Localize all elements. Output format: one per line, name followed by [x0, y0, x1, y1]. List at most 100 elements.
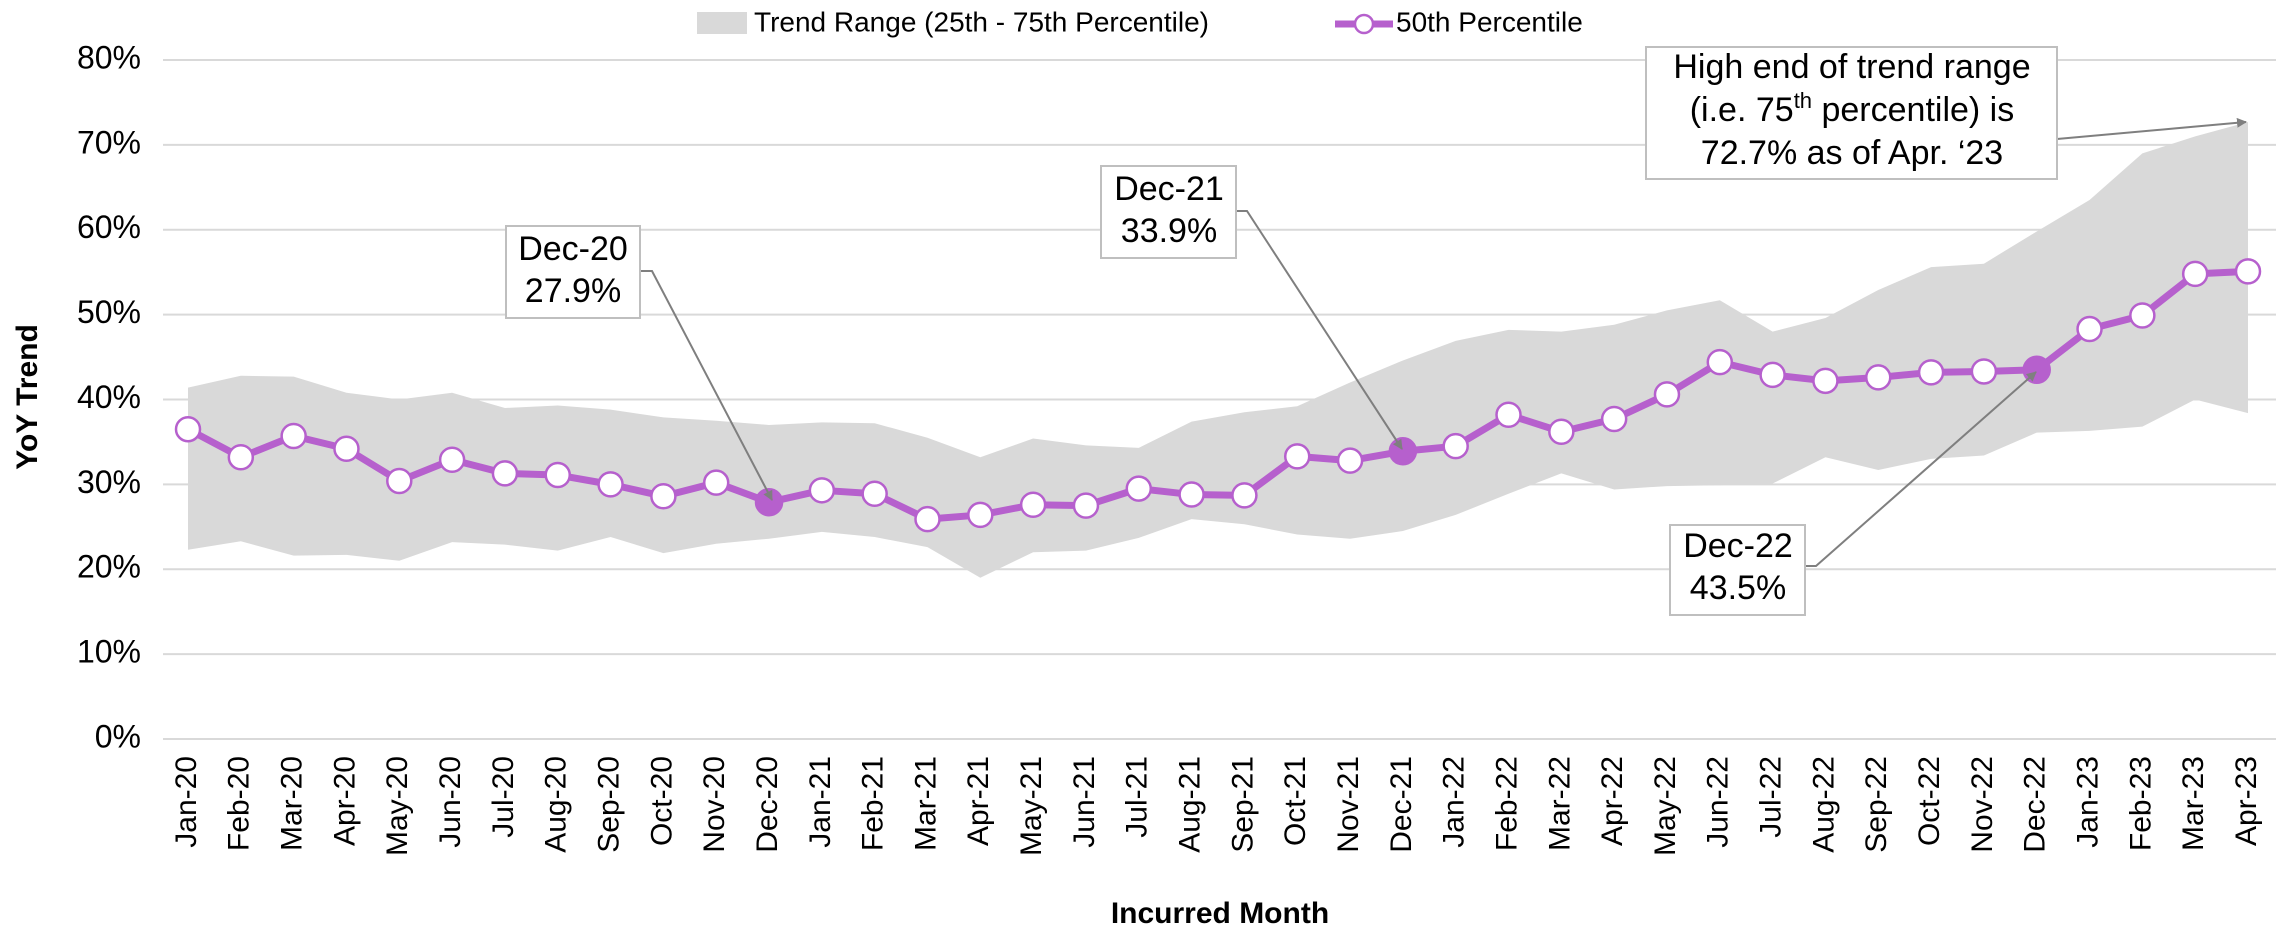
median-point — [1072, 492, 1100, 519]
median-point — [861, 480, 888, 507]
median-point — [1600, 405, 1628, 433]
x-tick-label: Jul-21 — [1121, 756, 1154, 838]
median-point — [2129, 302, 2156, 329]
x-tick-label: Nov-20 — [698, 756, 731, 853]
median-point — [1706, 348, 1734, 376]
x-tick-label: May-21 — [1015, 756, 1048, 856]
x-tick-label: Dec-20 — [751, 756, 784, 853]
median-point — [2234, 258, 2262, 285]
annotation-arrow — [1236, 210, 1403, 450]
median-point — [2076, 315, 2103, 343]
x-tick-label: Dec-21 — [1385, 756, 1418, 853]
annotation-text: 43.5% — [1690, 569, 1786, 607]
x-tick-label: Aug-22 — [1807, 756, 1840, 853]
trend-range-area — [188, 121, 2248, 578]
median-point — [1019, 491, 1047, 518]
legend-marker — [1353, 13, 1375, 35]
median-point — [1336, 447, 1364, 474]
annotation-text-part: (i.e. 75 — [1690, 91, 1794, 129]
x-tick-label: Aug-21 — [1174, 756, 1207, 853]
x-tick-label: Jan-21 — [804, 756, 837, 848]
median-point — [754, 487, 784, 517]
x-tick-label: Dec-22 — [2019, 756, 2052, 853]
median-point — [1548, 418, 1575, 446]
x-tick-label: May-22 — [1649, 756, 1682, 856]
y-tick-label: 10% — [77, 634, 141, 670]
annotation-box — [1100, 165, 1237, 259]
median-point — [544, 461, 571, 489]
x-tick-label: Jan-22 — [1438, 756, 1471, 848]
median-point — [1125, 475, 1153, 502]
x-tick-label: Sep-21 — [1226, 756, 1259, 853]
x-tick-label: Mar-20 — [276, 756, 309, 851]
median-point — [967, 501, 994, 529]
annotation-text: 72.7% as of Apr. ‘23 — [1701, 134, 2003, 172]
median-point — [2181, 260, 2209, 288]
median-point — [1759, 361, 1786, 389]
median-point — [1283, 443, 1311, 470]
median-point — [808, 477, 836, 504]
median-point — [702, 469, 730, 496]
annotation-text: Dec-20 — [518, 230, 628, 268]
median-point — [386, 467, 413, 495]
x-tick-label: May-20 — [381, 756, 414, 856]
x-tick-label: Feb-21 — [857, 756, 890, 851]
median-point — [1178, 481, 1205, 508]
median-point — [1442, 432, 1469, 460]
x-tick-label: Feb-22 — [1490, 756, 1523, 851]
x-tick-label: Mar-21 — [909, 756, 942, 851]
y-tick-label: 80% — [77, 39, 141, 75]
x-tick-label: Sep-20 — [592, 756, 625, 853]
y-tick-label: 50% — [77, 294, 141, 330]
x-tick-label: Jun-21 — [1068, 756, 1101, 848]
x-axis-title: Incurred Month — [1111, 897, 1329, 930]
median-point — [1653, 381, 1681, 408]
x-tick-label: Apr-23 — [2230, 756, 2263, 846]
x-tick-label: Apr-20 — [328, 756, 361, 846]
median-point — [1970, 358, 1998, 385]
annotation-text: Dec-21 — [1114, 170, 1224, 208]
median-point — [1812, 367, 1839, 395]
median-point — [333, 435, 360, 462]
x-tick-label: Jan-23 — [2071, 756, 2104, 848]
legend-label: Trend Range (25th - 75th Percentile) — [754, 6, 1209, 37]
legend-label: 50th Percentile — [1396, 6, 1583, 37]
x-tick-label: Oct-21 — [1279, 756, 1312, 846]
median-point — [280, 422, 307, 450]
median-point — [227, 443, 255, 471]
x-tick-label: Jun-22 — [1702, 756, 1735, 848]
annotation-text: 33.9% — [1121, 212, 1217, 250]
x-tick-label: Apr-22 — [1596, 756, 1629, 846]
annotation-text: Dec-22 — [1683, 527, 1793, 565]
y-tick-label: 40% — [77, 379, 141, 415]
x-tick-label: Nov-21 — [1332, 756, 1365, 853]
y-tick-label: 60% — [77, 209, 141, 245]
x-tick-label: Mar-22 — [1543, 756, 1576, 851]
y-tick-label: 20% — [77, 549, 141, 585]
x-tick-label: Feb-20 — [223, 756, 256, 851]
annotation-text: 27.9% — [525, 272, 621, 310]
x-tick-label: Oct-22 — [1913, 756, 1946, 846]
y-tick-label: 0% — [95, 718, 141, 754]
median-point — [650, 483, 677, 510]
annotation-box — [1645, 46, 2058, 180]
x-tick-label: Mar-23 — [2177, 756, 2210, 851]
x-tick-label: Jun-20 — [434, 756, 467, 848]
x-tick-label: Sep-22 — [1860, 756, 1893, 853]
annotation-text-part: percentile) is — [1812, 91, 2014, 129]
median-point — [1917, 359, 1945, 386]
annotation-text: High end of trend range — [1673, 48, 2030, 86]
x-tick-label: Jan-20 — [170, 756, 203, 848]
x-tick-label: Aug-20 — [540, 756, 573, 853]
x-tick-label: Nov-22 — [1966, 756, 1999, 853]
median-point — [438, 446, 466, 474]
annotation-arrow — [1805, 371, 2037, 567]
x-tick-label: Oct-20 — [645, 756, 678, 846]
median-point — [174, 415, 202, 443]
median-point — [1865, 364, 1892, 391]
annotation-box — [1669, 524, 1806, 616]
median-point — [1495, 401, 1522, 429]
annotation-text-part: th — [1794, 88, 1812, 113]
annotation-arrow — [640, 270, 773, 501]
